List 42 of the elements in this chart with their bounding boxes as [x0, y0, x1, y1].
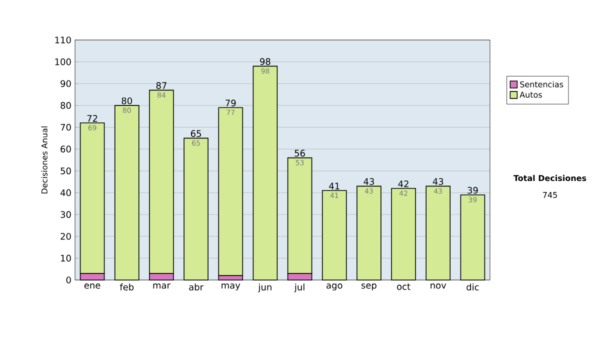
x-tick-label: mar	[153, 284, 170, 289]
y-tick-label: 70	[60, 124, 71, 131]
total-label: 42	[398, 180, 408, 188]
total-label: 87	[156, 82, 166, 89]
legend-label: Autos	[520, 92, 542, 98]
total-label: 72	[87, 115, 98, 122]
y-tick-label: 40	[60, 189, 71, 196]
x-tick-label: ago	[326, 284, 342, 290]
y-tick-label: 10	[61, 254, 71, 262]
x-tick-label: ene	[84, 284, 100, 289]
total-label: 43	[364, 178, 374, 185]
y-tick-label: 20	[60, 232, 71, 240]
y-tick-label: 90	[60, 80, 71, 88]
total-label: 79	[226, 100, 236, 106]
x-tick-label: sep	[361, 284, 376, 290]
total-label: 41	[329, 182, 340, 190]
total-label: 98	[260, 58, 270, 65]
total-label: 56	[294, 150, 305, 157]
total-label: 65	[190, 130, 201, 137]
y-tick-label: 60	[60, 146, 71, 152]
y-tick-label: 80	[60, 102, 71, 109]
x-tick-label: nov	[430, 284, 446, 289]
text: 745	[543, 192, 557, 198]
text: Total Decisiones	[513, 174, 586, 182]
y-tick-label: 30	[60, 211, 71, 218]
x-tick-label: abr	[189, 284, 204, 290]
y-tick-label: 50	[60, 167, 71, 174]
x-tick-label: jun	[258, 284, 272, 292]
x-tick-label: oct	[397, 284, 410, 290]
y-tick-label: 110	[55, 36, 71, 44]
x-tick-label: jul	[294, 284, 304, 292]
legend-label: Sentencias	[520, 81, 564, 88]
y-tick-label: 0	[66, 276, 71, 284]
x-tick-label: feb	[120, 284, 134, 290]
total-label: 43	[432, 178, 444, 185]
x-tick-label: may	[222, 284, 240, 290]
x-tick-label: dic	[466, 284, 479, 290]
total-label: 80	[122, 97, 132, 104]
total-label: 39	[468, 186, 478, 194]
y-axis-title: Decisiones Anual	[41, 126, 48, 194]
y-tick-label: 100	[55, 58, 71, 66]
bar	[218, 107, 244, 276]
